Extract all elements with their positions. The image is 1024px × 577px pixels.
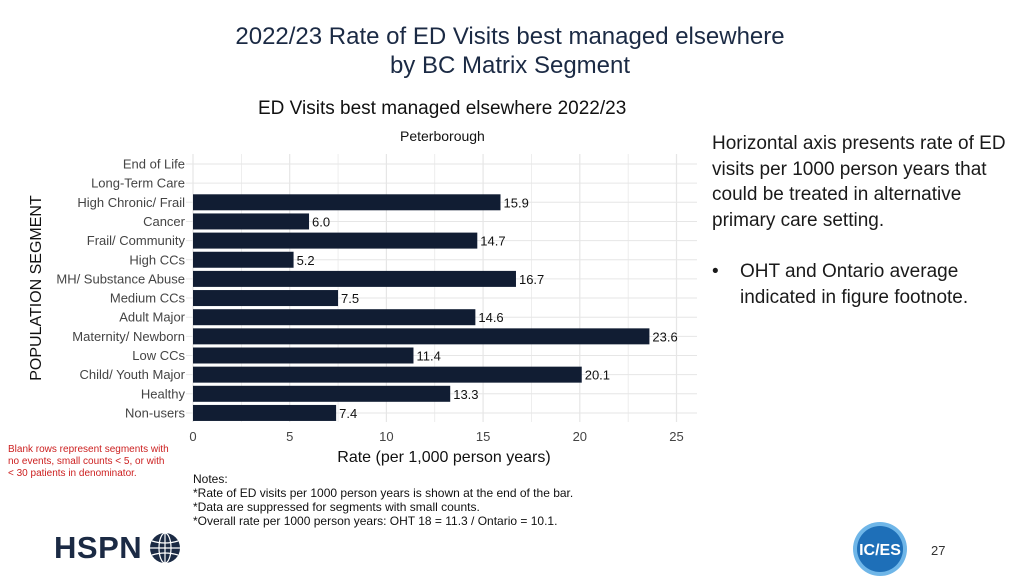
bullet-text: OHT and Ontario average indicated in fig… <box>740 261 969 308</box>
bullet-symbol: • <box>712 261 719 282</box>
bar-value-label: 23.6 <box>652 329 677 344</box>
y-tick-label: Cancer <box>143 214 186 229</box>
y-tick-label: High CCs <box>129 252 185 267</box>
chart-notes: Notes: *Rate of ED visits per 1000 perso… <box>193 472 573 528</box>
slide-title-line-2: by BC Matrix Segment <box>389 52 631 79</box>
x-tick-label: 5 <box>286 429 293 444</box>
x-tick-label: 0 <box>189 429 196 444</box>
bar <box>193 385 451 402</box>
y-tick-label: Long-Term Care <box>91 176 185 191</box>
x-tick-label: 20 <box>573 429 587 444</box>
slide-title-line-1: 2022/23 Rate of ED Visits best managed e… <box>235 23 785 50</box>
y-tick-label: Maternity/ Newborn <box>72 329 185 344</box>
bar <box>193 290 339 307</box>
axis-description-text: Horizontal axis presents rate of ED visi… <box>712 133 1006 231</box>
bar-value-label: 20.1 <box>585 368 610 383</box>
hspn-logo-text: HSPN <box>54 530 143 565</box>
y-tick-label: Non-users <box>125 405 185 420</box>
y-tick-label: Medium CCs <box>110 291 186 306</box>
globe-icon <box>150 532 181 564</box>
bar-value-label: 6.0 <box>312 214 330 229</box>
y-axis-label: POPULATION SEGMENT <box>28 195 45 381</box>
bar-value-label: 14.7 <box>480 234 505 249</box>
bar-value-label: 13.3 <box>453 387 478 402</box>
bar <box>193 309 476 326</box>
bar-value-label: 16.7 <box>519 272 544 287</box>
bar <box>193 270 516 287</box>
y-tick-label: End of Life <box>123 157 185 172</box>
notes-line-3: *Overall rate per 1000 person years: OHT… <box>193 514 558 528</box>
bar <box>193 404 337 421</box>
bar <box>193 213 310 230</box>
ices-logo: IC/ES <box>853 522 907 576</box>
notes-line-1: *Rate of ED visits per 1000 person years… <box>193 486 574 500</box>
y-tick-label: High Chronic/ Frail <box>77 195 185 210</box>
blank-rows-note: Blank rows represent segments with no ev… <box>8 444 169 480</box>
bar-value-label: 5.2 <box>297 253 315 268</box>
y-tick-label: Frail/ Community <box>87 233 186 248</box>
bar <box>193 232 478 249</box>
y-tick-label: Adult Major <box>119 310 185 325</box>
y-tick-label: MH/ Substance Abuse <box>56 271 185 286</box>
hspn-logo: HSPN <box>54 530 182 566</box>
y-tick-label: Child/ Youth Major <box>79 367 185 382</box>
y-tick-label: Low CCs <box>132 348 185 363</box>
chart-subtitle: Peterborough <box>400 128 485 144</box>
bar-value-label: 14.6 <box>478 310 503 325</box>
x-tick-label: 10 <box>379 429 393 444</box>
ices-logo-text: IC/ES <box>859 542 901 559</box>
y-tick-label: Healthy <box>141 386 186 401</box>
bar <box>193 366 582 383</box>
notes-line-2: *Data are suppressed for segments with s… <box>193 500 480 514</box>
bar-value-label: 15.9 <box>504 195 529 210</box>
slide-title: 2022/23 Rate of ED Visits best managed e… <box>160 22 860 80</box>
bar <box>193 194 501 211</box>
bar-value-label: 7.4 <box>339 406 357 421</box>
bar <box>193 328 650 345</box>
bar-value-label: 11.4 <box>416 349 440 364</box>
x-axis-label: Rate (per 1,000 person years) <box>337 449 550 466</box>
bar-value-label: 7.5 <box>341 291 359 306</box>
page-number: 27 <box>931 543 946 558</box>
bar <box>193 251 294 268</box>
x-tick-label: 15 <box>476 429 490 444</box>
x-tick-label: 25 <box>669 429 683 444</box>
bar <box>193 347 414 364</box>
notes-heading: Notes: <box>193 472 228 486</box>
chart-title: ED Visits best managed elsewhere 2022/23 <box>258 98 627 119</box>
